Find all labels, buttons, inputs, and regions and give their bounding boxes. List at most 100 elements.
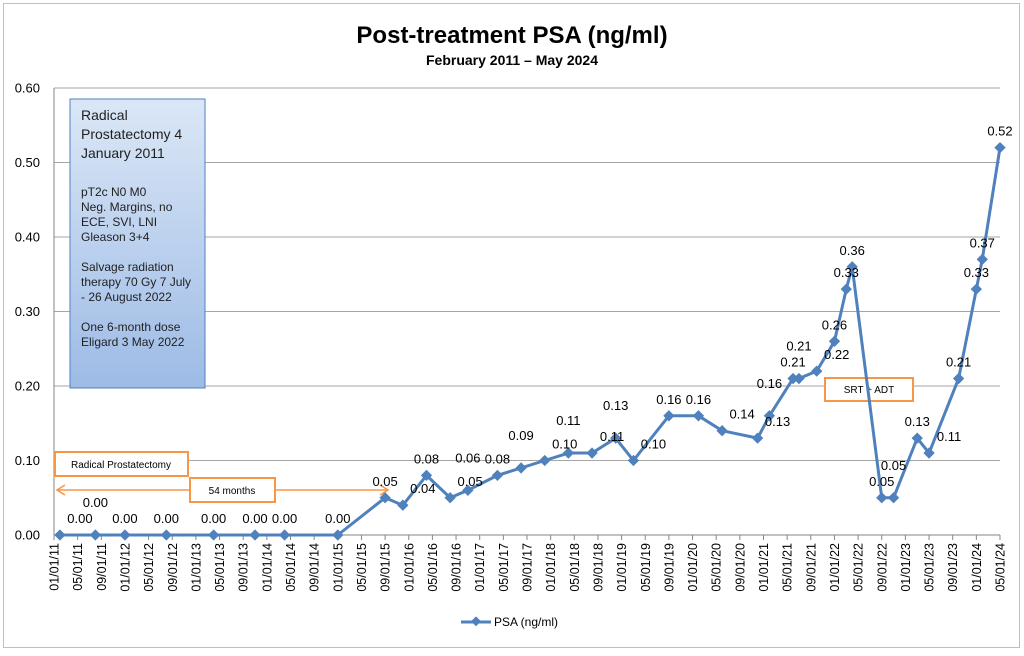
info-box-line: therapy 70 Gy 7 July	[81, 275, 191, 289]
info-box-line: Radical	[81, 107, 128, 123]
data-label: 0.10	[641, 437, 666, 452]
radical-prostatectomy-box	[54, 451, 189, 477]
x-tick-label: 05/01/24	[994, 543, 1008, 592]
data-point	[692, 410, 705, 422]
x-tick-label: 09/01/12	[166, 543, 180, 592]
x-tick-label: 01/01/22	[828, 543, 842, 592]
data-label: 0.10	[552, 437, 577, 452]
y-tick-label: 0.30	[15, 304, 40, 319]
data-point	[970, 283, 983, 295]
data-label: 0.36	[840, 243, 865, 258]
x-tick-label: 01/01/24	[970, 543, 984, 592]
data-point	[249, 529, 261, 541]
data-point	[586, 447, 598, 459]
info-box-line: One 6-month dose	[81, 320, 181, 334]
data-label: 0.00	[325, 511, 350, 526]
data-label: 0.16	[757, 376, 782, 391]
data-label: 0.16	[686, 392, 711, 407]
x-tick-label: 05/01/16	[426, 543, 440, 592]
arrowhead-right	[379, 484, 390, 496]
x-tick-label: 01/01/13	[189, 543, 203, 592]
x-tick-label: 09/01/17	[521, 543, 535, 592]
data-label: 0.21	[780, 355, 805, 370]
data-point	[462, 484, 474, 496]
data-label: 0.37	[970, 235, 995, 250]
series-psa: 0.000.000.00 0.00 0.00 0.00 0.00 0.000.05 0.04…	[54, 124, 1013, 541]
data-point	[887, 492, 900, 504]
data-label: 0.05	[457, 474, 482, 489]
data-point	[763, 410, 776, 422]
y-axis: 0.00 0.10 0.20 0.30 0.40 0.50 0.60	[15, 81, 55, 543]
months-54-label: 54 months	[209, 486, 256, 497]
data-point	[332, 529, 344, 541]
data-label: 0.16	[656, 392, 681, 407]
y-tick-label: 0.50	[15, 155, 40, 170]
data-label: 0.22	[824, 347, 849, 362]
data-point	[420, 469, 433, 482]
data-label: 0.00	[201, 511, 226, 526]
data-label: 0.33	[834, 265, 859, 280]
y-tick-label: 0.40	[15, 230, 40, 245]
data-point	[911, 432, 923, 444]
x-tick-label: 05/01/13	[213, 543, 227, 592]
months-54-box	[189, 477, 276, 503]
data-point	[397, 499, 409, 511]
data-label: 0.05	[372, 474, 397, 489]
x-tick-label: 01/01/23	[899, 543, 913, 592]
data-point	[828, 335, 841, 347]
x-tick-label: 09/01/13	[237, 543, 251, 592]
data-point	[444, 492, 456, 504]
x-tick-label: 01/01/11	[48, 543, 62, 591]
info-box-text: Radical Prostatectomy 4 January 2011 pT2c N…	[81, 107, 191, 349]
info-box-line: Prostatectomy 4	[81, 126, 182, 142]
x-tick-label: 01/01/19	[615, 543, 629, 592]
y-tick-label: 0.20	[15, 379, 40, 394]
data-label: 0.14	[729, 407, 754, 422]
x-tick-label: 01/01/12	[118, 543, 132, 592]
info-box	[69, 98, 206, 389]
data-label: 0.21	[786, 339, 811, 354]
data-point	[923, 447, 935, 459]
data-point	[278, 529, 291, 541]
data-label: 0.00	[242, 511, 267, 526]
data-label: 0.00	[272, 511, 297, 526]
data-label: 0.13	[905, 414, 930, 429]
data-label: 0.00	[154, 511, 179, 526]
data-label: 0.52	[987, 124, 1012, 139]
data-point	[663, 410, 675, 422]
data-label: 0.11	[600, 429, 624, 444]
data-point	[562, 447, 575, 459]
data-point	[627, 454, 640, 467]
data-label: 0.21	[946, 355, 971, 370]
info-box-line: pT2c N0 M0	[81, 185, 147, 199]
data-point	[787, 372, 799, 385]
data-point	[751, 432, 764, 444]
data-label: 0.11	[937, 429, 961, 444]
x-tick-label: 01/01/20	[686, 543, 700, 592]
data-point	[793, 372, 805, 385]
data-label: 0.26	[822, 317, 847, 332]
data-label: 0.11	[556, 413, 580, 428]
x-tick-label: 09/01/11	[95, 543, 109, 591]
data-point	[379, 492, 391, 504]
x-tick-label: 09/01/16	[450, 543, 464, 592]
data-label: 0.00	[83, 495, 108, 510]
x-tick-label: 01/01/18	[544, 543, 558, 592]
x-tick-label: 05/01/14	[284, 543, 298, 592]
data-point	[207, 529, 220, 541]
data-point	[716, 425, 728, 437]
y-tick-label: 0.60	[15, 81, 40, 96]
x-axis: 01/01/11 05/01/11 09/01/11 01/01/12 05/01/12…	[48, 535, 1008, 592]
info-box-line: Eligard 3 May 2022	[81, 335, 185, 349]
x-tick-label: 05/01/12	[142, 543, 156, 592]
legend-label: PSA (ng/ml)	[494, 615, 558, 629]
x-tick-label: 05/01/18	[568, 543, 582, 592]
x-tick-label: 05/01/17	[497, 543, 511, 592]
data-point	[610, 432, 622, 444]
x-tick-label: 05/01/15	[355, 543, 369, 592]
data-point	[491, 469, 504, 482]
data-point	[539, 454, 551, 467]
data-point	[840, 283, 852, 295]
y-tick-label: 0.10	[15, 453, 40, 468]
